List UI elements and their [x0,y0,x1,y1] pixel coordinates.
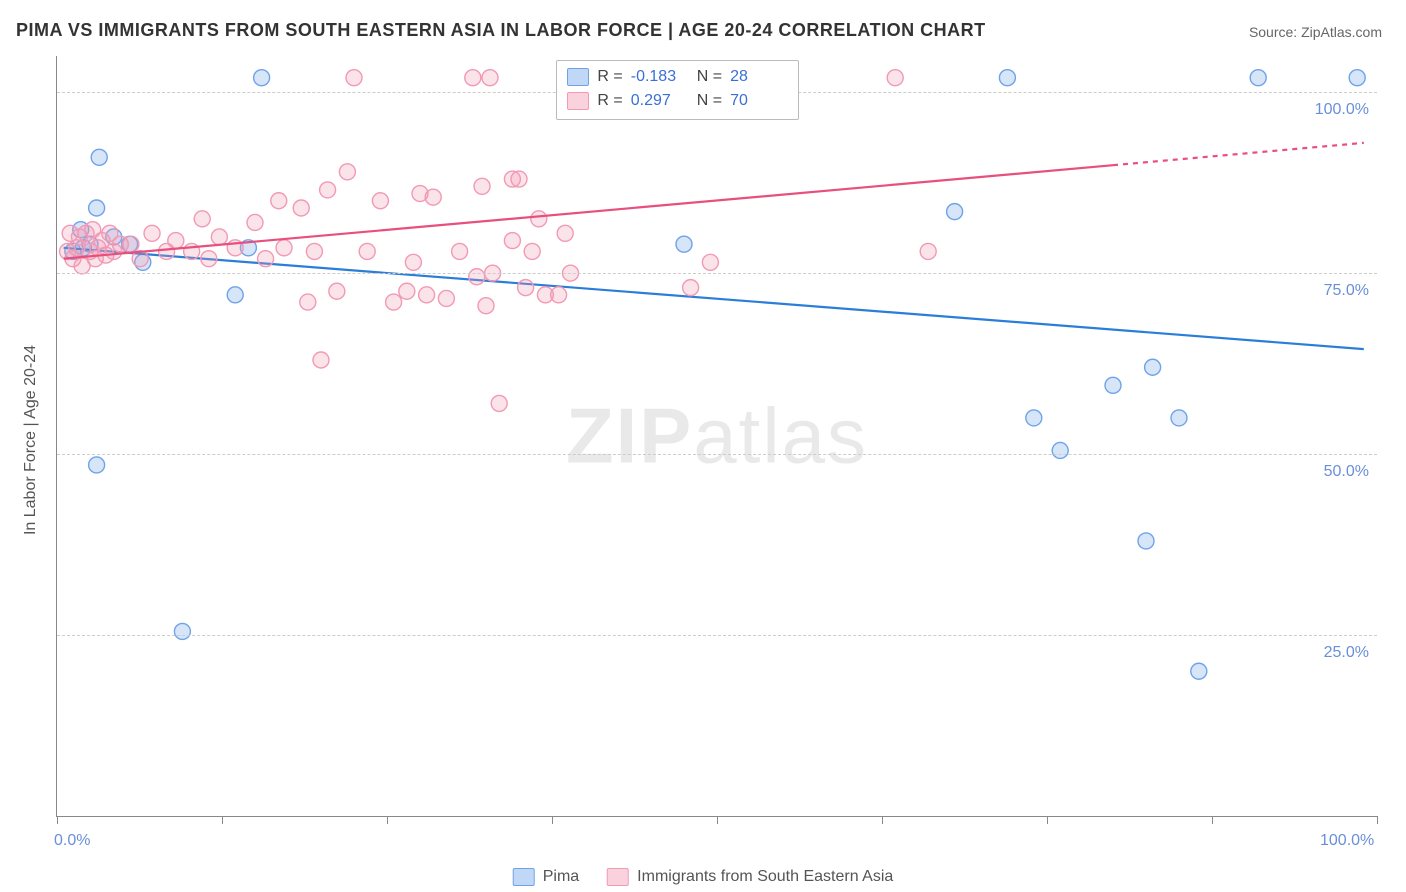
x-tick-label: 0.0% [54,832,90,850]
swatch-icon [567,68,589,86]
legend-label: Immigrants from South Eastern Asia [637,868,893,886]
swatch-icon [567,92,589,110]
legend-item-sea: Immigrants from South Eastern Asia [607,868,893,886]
x-tick-label: 100.0% [1320,832,1374,850]
legend-bottom: Pima Immigrants from South Eastern Asia [513,868,894,886]
y-tick-label: 100.0% [1315,101,1369,119]
r-value: -0.183 [631,68,689,86]
y-tick-label: 75.0% [1324,282,1369,300]
legend-label: Pima [543,868,579,886]
n-value: 70 [730,92,788,110]
y-tick-label: 25.0% [1324,644,1369,662]
chart-title: PIMA VS IMMIGRANTS FROM SOUTH EASTERN AS… [16,20,986,41]
source-attribution: Source: ZipAtlas.com [1249,24,1382,40]
plot-area: ZIPatlas 25.0%50.0%75.0%100.0% [56,56,1377,817]
r-label: R = [597,92,622,110]
swatch-icon [607,868,629,886]
y-axis-label: In Labor Force | Age 20-24 [22,345,40,535]
n-label: N = [697,92,722,110]
stats-row-pima: R = -0.183 N = 28 [567,65,788,89]
n-label: N = [697,68,722,86]
y-tick-label: 50.0% [1324,463,1369,481]
chart-canvas [57,56,1377,816]
r-value: 0.297 [631,92,689,110]
stats-row-sea: R = 0.297 N = 70 [567,89,788,113]
swatch-icon [513,868,535,886]
r-label: R = [597,68,622,86]
legend-item-pima: Pima [513,868,579,886]
stats-legend: R = -0.183 N = 28 R = 0.297 N = 70 [556,60,799,120]
n-value: 28 [730,68,788,86]
